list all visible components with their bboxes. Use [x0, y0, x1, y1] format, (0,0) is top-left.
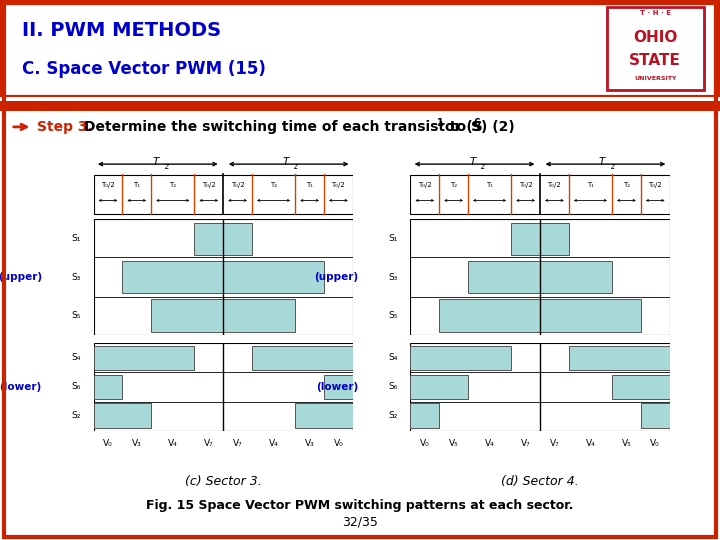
Bar [151, 299, 295, 332]
Bar [612, 375, 670, 399]
Text: T₂: T₂ [450, 181, 457, 188]
Bar [468, 261, 612, 293]
Text: T: T [282, 157, 289, 167]
Text: T₁: T₁ [486, 181, 493, 188]
Text: UNIVERSITY: UNIVERSITY [634, 76, 677, 81]
Text: z: z [610, 161, 614, 171]
Text: T₂: T₂ [623, 181, 630, 188]
Text: V₀: V₀ [103, 438, 113, 448]
Text: T₀/2: T₀/2 [230, 181, 245, 188]
Text: T₀/2: T₀/2 [518, 181, 533, 188]
Text: 1: 1 [437, 118, 444, 129]
Bar [410, 375, 468, 399]
Text: Fig. 15 Space Vector PWM switching patterns at each sector.: Fig. 15 Space Vector PWM switching patte… [146, 499, 574, 512]
Text: S₅: S₅ [71, 311, 81, 320]
Text: (d) Sector 4.: (d) Sector 4. [501, 475, 579, 488]
Bar [94, 403, 151, 428]
Text: S₆: S₆ [388, 382, 397, 392]
Bar [511, 222, 569, 255]
Bar [641, 403, 670, 428]
Bar [439, 299, 641, 332]
Bar [295, 403, 353, 428]
Text: to S: to S [445, 120, 481, 134]
Text: (lower): (lower) [0, 382, 42, 392]
Text: V₃: V₃ [132, 438, 142, 448]
Text: T₀/2: T₀/2 [418, 181, 432, 188]
Bar [410, 403, 439, 428]
Text: T₀/2: T₀/2 [331, 181, 346, 188]
Bar [194, 222, 252, 255]
Text: V₇: V₇ [521, 438, 531, 448]
Text: T₁: T₁ [133, 181, 140, 188]
Text: z: z [163, 161, 168, 171]
Text: V₇: V₇ [204, 438, 214, 448]
Text: (upper): (upper) [315, 272, 359, 282]
Text: z: z [480, 161, 485, 171]
Text: T: T [153, 157, 159, 167]
Text: T₀/2: T₀/2 [202, 181, 216, 188]
Text: S₂: S₂ [71, 411, 81, 420]
Text: V₇: V₇ [549, 438, 559, 448]
Text: T₀/2: T₀/2 [648, 181, 662, 188]
Text: V₃: V₃ [305, 438, 315, 448]
Text: T₁: T₁ [306, 181, 313, 188]
Bar [122, 261, 324, 293]
Text: Determine the switching time of each transistor (S: Determine the switching time of each tra… [84, 120, 482, 134]
Text: OHIO: OHIO [633, 30, 678, 45]
Text: V₄: V₄ [168, 438, 178, 448]
Bar [569, 346, 670, 370]
Text: S₃: S₃ [71, 273, 81, 282]
Text: V₅: V₅ [621, 438, 631, 448]
Text: T₂: T₂ [169, 181, 176, 188]
Text: T₂: T₂ [270, 181, 277, 188]
Text: V₅: V₅ [449, 438, 459, 448]
Text: T₁: T₁ [587, 181, 594, 188]
Text: Step 3.: Step 3. [37, 120, 93, 134]
Text: V₀: V₀ [650, 438, 660, 448]
Text: T₀/2: T₀/2 [547, 181, 562, 188]
Text: T · H · E: T · H · E [639, 10, 671, 16]
Text: S₄: S₄ [388, 353, 397, 362]
Text: S₄: S₄ [71, 353, 81, 362]
Text: 6: 6 [474, 118, 480, 129]
Text: II. PWM METHODS: II. PWM METHODS [22, 22, 221, 40]
Text: STATE: STATE [629, 53, 681, 68]
Text: 32/35: 32/35 [342, 516, 378, 529]
Text: S₁: S₁ [388, 234, 397, 244]
Text: V₇: V₇ [233, 438, 243, 448]
Text: S₂: S₂ [388, 411, 397, 420]
Text: V₀: V₀ [333, 438, 343, 448]
Bar [410, 346, 511, 370]
Text: (upper): (upper) [0, 272, 42, 282]
Bar [94, 176, 353, 214]
Text: S₃: S₃ [388, 273, 397, 282]
Text: (lower): (lower) [316, 382, 359, 392]
Bar [94, 375, 122, 399]
Text: T: T [599, 157, 606, 167]
Text: (c) Sector 3.: (c) Sector 3. [185, 475, 261, 488]
Text: z: z [293, 161, 297, 171]
Text: V₄: V₄ [585, 438, 595, 448]
Text: V₄: V₄ [485, 438, 495, 448]
Text: T₀/2: T₀/2 [101, 181, 115, 188]
Text: S₅: S₅ [388, 311, 397, 320]
Text: S₆: S₆ [71, 382, 81, 392]
Text: V₀: V₀ [420, 438, 430, 448]
Bar [252, 346, 353, 370]
Text: T: T [469, 157, 476, 167]
Bar [94, 346, 194, 370]
Text: C. Space Vector PWM (15): C. Space Vector PWM (15) [22, 60, 266, 78]
Text: S₁: S₁ [71, 234, 81, 244]
Bar [410, 176, 670, 214]
Bar [324, 375, 353, 399]
Text: V₄: V₄ [269, 438, 279, 448]
Text: ) (2): ) (2) [481, 120, 515, 134]
